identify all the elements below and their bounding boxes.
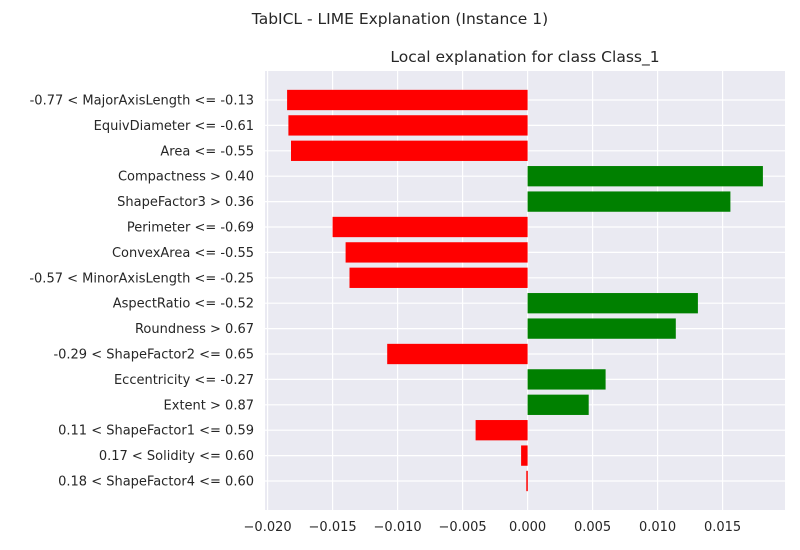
bar — [291, 140, 528, 161]
y-tick-label: 0.11 < ShapeFactor1 <= 0.59 — [58, 424, 254, 439]
y-tick-label: ShapeFactor3 > 0.36 — [117, 195, 254, 210]
bar — [527, 394, 589, 415]
axes-title: Local explanation for class Class_1 — [390, 48, 659, 67]
bar — [332, 216, 528, 238]
y-tick-labels: -0.77 < MajorAxisLength <= -0.13 EquivDia… — [29, 94, 254, 490]
y-tick-label: Compactness > 0.40 — [118, 170, 254, 185]
bar — [527, 166, 763, 187]
y-tick-label: Extent > 0.87 — [164, 398, 254, 413]
bar — [527, 191, 731, 212]
y-tick-label: EquivDiameter <= -0.61 — [94, 119, 254, 134]
x-tick-labels: −0.020 −0.015 −0.010 −0.005 0.000 0.005 0.010 0… — [244, 520, 742, 535]
x-tick-label: 0.010 — [639, 520, 676, 535]
bar — [521, 445, 528, 466]
y-tick-label: Eccentricity <= -0.27 — [114, 373, 254, 388]
plot-area — [265, 71, 785, 510]
bar — [387, 343, 528, 365]
y-tick-label: -0.77 < MajorAxisLength <= -0.13 — [30, 94, 254, 109]
bar — [527, 318, 676, 339]
y-tick-label: 0.18 < ShapeFactor4 <= 0.60 — [58, 475, 254, 490]
bar — [349, 267, 528, 288]
bar — [288, 115, 528, 136]
y-tick-label: AspectRatio <= -0.52 — [113, 297, 254, 312]
bar — [527, 369, 606, 390]
x-tick-label: 0.015 — [704, 520, 741, 535]
x-tick-label: −0.020 — [244, 520, 292, 535]
figure-suptitle: TabICL - LIME Explanation (Instance 1) — [251, 10, 548, 28]
bars — [287, 89, 763, 492]
y-tick-label: Perimeter <= -0.69 — [127, 221, 254, 236]
x-tick-label: −0.005 — [439, 520, 487, 535]
bar — [345, 242, 528, 263]
y-tick-label: ConvexArea <= -0.55 — [112, 246, 254, 261]
x-tick-label: −0.015 — [309, 520, 357, 535]
x-tick-label: −0.010 — [374, 520, 422, 535]
x-tick-label: 0.005 — [574, 520, 611, 535]
bar — [287, 89, 528, 111]
y-tick-label: 0.17 < Solidity <= 0.60 — [99, 449, 254, 464]
y-tick-label: -0.29 < ShapeFactor2 <= 0.65 — [53, 348, 254, 363]
bar — [526, 470, 528, 492]
y-tick-label: Area <= -0.55 — [160, 144, 254, 159]
y-tick-label: Roundness > 0.67 — [135, 322, 254, 337]
bar — [475, 420, 528, 441]
bar — [527, 293, 698, 314]
y-tick-label: -0.57 < MinorAxisLength <= -0.25 — [29, 271, 254, 286]
x-tick-label: 0.000 — [509, 520, 546, 535]
